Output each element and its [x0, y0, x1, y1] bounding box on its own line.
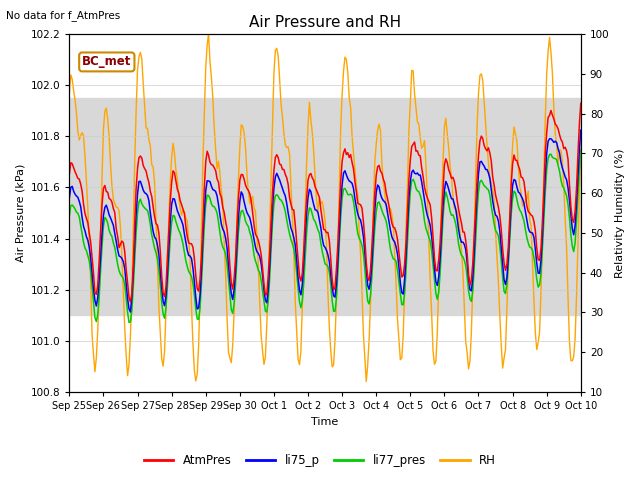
Bar [69, 98, 580, 315]
Legend: AtmPres, li75_p, li77_pres, RH: AtmPres, li75_p, li77_pres, RH [139, 449, 501, 472]
Title: Air Pressure and RH: Air Pressure and RH [249, 15, 401, 30]
Text: No data for f_AtmPres: No data for f_AtmPres [6, 10, 121, 21]
Y-axis label: Relativity Humidity (%): Relativity Humidity (%) [615, 148, 625, 278]
Text: BC_met: BC_met [82, 55, 131, 69]
X-axis label: Time: Time [312, 417, 339, 427]
Y-axis label: Air Pressure (kPa): Air Pressure (kPa) [15, 164, 25, 262]
